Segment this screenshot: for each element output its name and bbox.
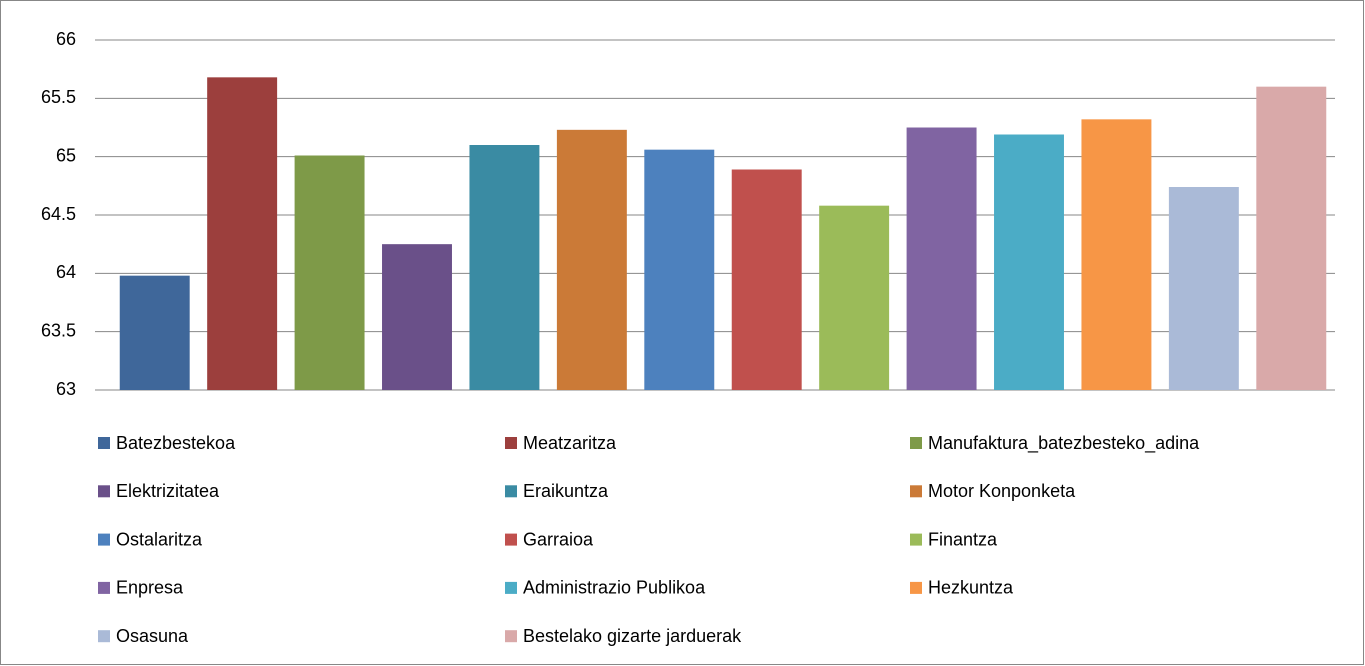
- legend-swatch: [910, 533, 922, 546]
- y-tick-label: 63.5: [41, 320, 76, 340]
- legend-label: Enpresa: [116, 578, 184, 598]
- bar: [731, 169, 802, 390]
- y-tick-label: 64.5: [41, 204, 76, 224]
- legend-label: Ostalaritza: [116, 529, 203, 549]
- legend-swatch: [505, 630, 517, 643]
- bar: [119, 275, 190, 390]
- legend-swatch: [98, 630, 110, 643]
- y-tick-label: 65.5: [41, 87, 76, 107]
- legend-swatch: [98, 485, 110, 498]
- legend-swatch: [98, 437, 110, 449]
- bar: [906, 127, 977, 390]
- legend-label: Batezbestekoa: [116, 433, 236, 453]
- bar: [382, 244, 452, 390]
- bar: [1081, 119, 1152, 390]
- bar: [469, 145, 540, 390]
- legend-swatch: [505, 437, 517, 449]
- bar: [1256, 86, 1327, 391]
- y-tick-label: 66: [56, 29, 76, 49]
- legend-label: Hezkuntza: [928, 578, 1014, 598]
- legend-swatch: [98, 581, 110, 594]
- legend-label: Finantza: [928, 529, 998, 549]
- legend-swatch: [910, 485, 922, 498]
- legend-label: Motor Konponketa: [928, 481, 1076, 501]
- legend-swatch: [910, 581, 922, 594]
- legend-swatch: [505, 533, 517, 546]
- bar: [994, 134, 1064, 390]
- bar: [294, 155, 365, 390]
- bar: [819, 205, 890, 390]
- bar: [556, 129, 627, 391]
- legend-swatch: [910, 437, 922, 449]
- legend-label: Bestelako gizarte jarduerak: [523, 626, 742, 646]
- legend-label: Meatzaritza: [523, 433, 617, 453]
- legend-label: Elektrizitatea: [116, 481, 220, 501]
- bar: [644, 149, 715, 390]
- legend-swatch: [98, 533, 110, 546]
- y-tick-label: 64: [56, 262, 76, 282]
- y-tick-label: 65: [56, 145, 76, 165]
- legend-label: Garraioa: [523, 529, 594, 549]
- y-tick-label: 63: [56, 379, 76, 399]
- bar: [207, 77, 278, 390]
- legend-swatch: [505, 485, 517, 498]
- legend-swatch: [505, 581, 517, 594]
- legend-label: Administrazio Publikoa: [523, 578, 706, 598]
- legend-label: Osasuna: [116, 626, 189, 646]
- bar: [1168, 187, 1239, 390]
- legend-label: Manufaktura_batezbesteko_adina: [928, 433, 1200, 454]
- legend-label: Eraikuntza: [523, 481, 609, 501]
